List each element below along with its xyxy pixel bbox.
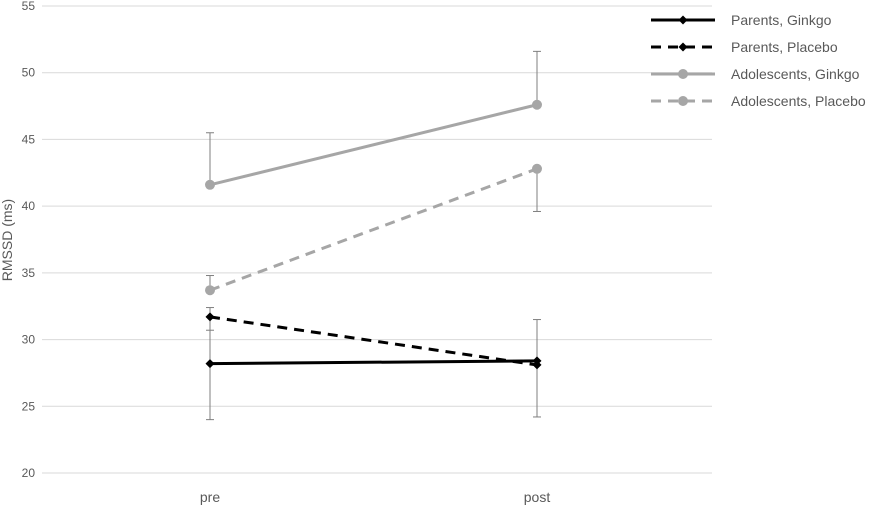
legend-entry: Adolescents, Ginkgo bbox=[651, 66, 860, 82]
data-point bbox=[532, 99, 542, 110]
legend-label: Adolescents, Placebo bbox=[731, 93, 866, 109]
y-tick-label: 55 bbox=[22, 0, 36, 13]
y-tick-label: 35 bbox=[22, 266, 36, 280]
legend-entry: Parents, Placebo bbox=[651, 39, 838, 55]
legend-marker bbox=[678, 69, 688, 79]
x-tick-label: pre bbox=[200, 489, 220, 505]
legend-label: Parents, Ginkgo bbox=[731, 12, 832, 28]
series-line bbox=[209, 103, 538, 187]
y-tick-label: 45 bbox=[22, 132, 36, 146]
series-line bbox=[209, 167, 538, 292]
data-point bbox=[205, 312, 215, 322]
data-point bbox=[205, 179, 215, 190]
y-tick-label: 20 bbox=[22, 466, 36, 480]
x-axis-tick-labels: pre post bbox=[200, 489, 550, 505]
legend: Parents, Ginkgo Parents, Placebo Adolescen… bbox=[651, 12, 866, 109]
legend-entry: Adolescents, Placebo bbox=[651, 93, 866, 109]
series-line bbox=[209, 315, 538, 367]
legend-marker bbox=[678, 15, 688, 25]
data-point bbox=[205, 359, 215, 369]
y-axis-tick-labels: 20 25 30 35 40 45 50 55 bbox=[22, 0, 36, 480]
legend-label: Parents, Placebo bbox=[731, 39, 838, 55]
data-point bbox=[205, 285, 215, 296]
data-point bbox=[532, 163, 542, 174]
series-markers bbox=[205, 99, 542, 370]
gridlines bbox=[42, 5, 712, 474]
data-point bbox=[532, 360, 542, 370]
legend-entry: Parents, Ginkgo bbox=[651, 12, 832, 28]
y-tick-label: 30 bbox=[22, 333, 36, 347]
y-tick-label: 25 bbox=[22, 399, 36, 413]
x-tick-label: post bbox=[524, 489, 551, 505]
series-lines bbox=[209, 103, 538, 367]
y-tick-label: 40 bbox=[22, 199, 36, 213]
legend-marker bbox=[678, 42, 688, 52]
series-line bbox=[209, 359, 538, 366]
legend-label: Adolescents, Ginkgo bbox=[731, 66, 860, 82]
y-tick-label: 50 bbox=[22, 66, 36, 80]
legend-marker bbox=[678, 96, 688, 106]
y-axis-label: RMSSD (ms) bbox=[0, 199, 15, 281]
